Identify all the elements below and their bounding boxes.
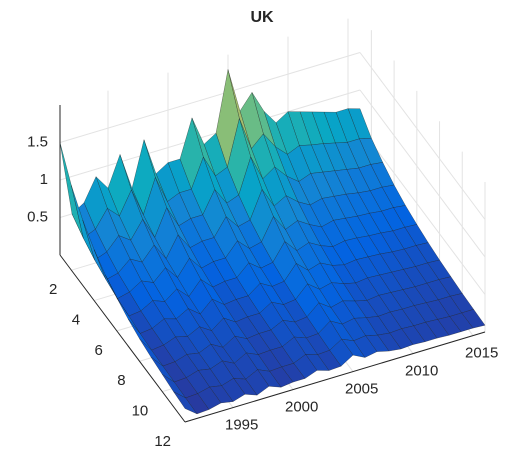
grid-line <box>59 89 361 181</box>
grid-line <box>59 52 361 143</box>
z-tick-label: 0.5 <box>27 208 48 225</box>
x-tick-label: 1995 <box>225 417 258 434</box>
x-tick-label: 2000 <box>285 399 318 416</box>
surface-cell <box>59 142 84 239</box>
grid-line <box>359 127 486 295</box>
y-tick-label: 4 <box>72 312 80 329</box>
z-tick-label: 1 <box>40 171 48 188</box>
y-tick-label: 12 <box>154 433 171 450</box>
x-tick-label: 2015 <box>465 345 498 362</box>
y-tick-label: 10 <box>132 403 149 420</box>
chart-title: UK <box>250 9 274 26</box>
grid-line <box>359 89 486 258</box>
axis-line <box>59 254 186 423</box>
grid-line <box>359 52 486 220</box>
y-tick-label: 2 <box>49 281 57 298</box>
x-tick-label: 2010 <box>405 363 438 380</box>
surface-cell <box>173 391 198 415</box>
z-tick-label: 1.5 <box>27 133 48 150</box>
x-tick-label: 2005 <box>345 381 378 398</box>
y-tick-label: 6 <box>94 342 102 359</box>
y-tick-label: 8 <box>117 372 125 389</box>
axis-line <box>184 331 486 423</box>
